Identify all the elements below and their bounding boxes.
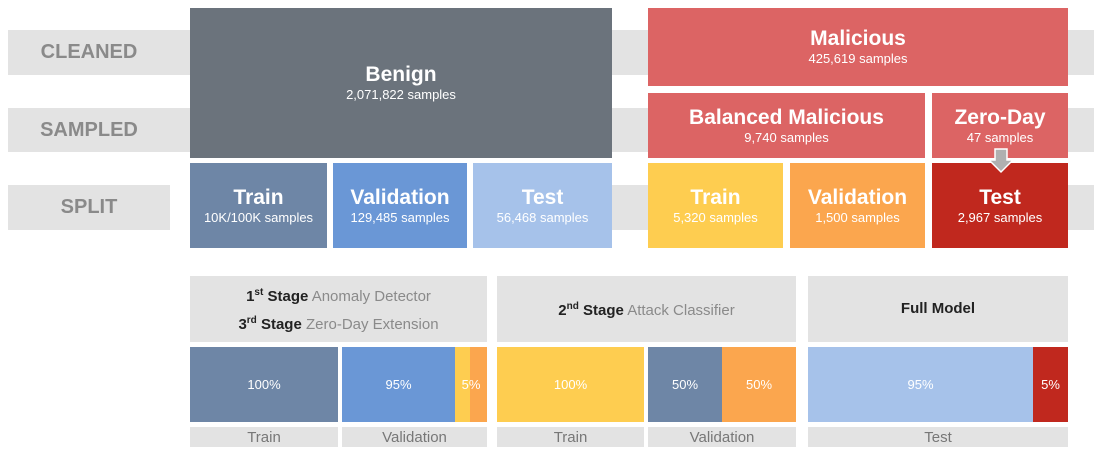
ordinal: 3rd Stage	[238, 315, 302, 333]
suffix: nd	[566, 301, 579, 312]
bar: 95%	[808, 347, 1033, 422]
panel-header: 2nd Stage Attack Classifier	[497, 276, 796, 342]
suffix: rd	[246, 315, 257, 326]
block-title: Malicious	[810, 27, 906, 50]
panel-header: Full Model	[808, 276, 1068, 342]
bar-caption: Validation	[648, 427, 796, 447]
bar: 100%	[190, 347, 338, 422]
ordinal: 2nd Stage	[558, 301, 624, 319]
bar: 100%	[497, 347, 644, 422]
block-title: Benign	[365, 63, 437, 86]
stripe	[1068, 108, 1094, 152]
stage: Stage	[260, 316, 302, 333]
stripe	[612, 30, 648, 75]
stage-name: Full Model	[900, 300, 976, 317]
block-samples: 47 samples	[966, 129, 1034, 145]
stripe	[612, 108, 648, 152]
bar	[470, 347, 487, 422]
split-block: Train 10K/100K samples	[190, 163, 327, 248]
header-line: 2nd Stage Attack Classifier	[558, 295, 734, 323]
stage-name: Attack Classifier	[627, 302, 735, 319]
block-samples: 425,619 samples	[808, 51, 908, 66]
bar: 95%	[342, 347, 455, 422]
stage: Stage	[267, 288, 309, 305]
panel-header: 1st Stage Anomaly Detector 3rd Stage Zer…	[190, 276, 487, 342]
bar-label: 5%	[461, 377, 481, 392]
block-title: Train	[690, 185, 741, 209]
stage-name: Anomaly Detector	[311, 288, 431, 305]
block-title: Test	[979, 185, 1021, 209]
row-label: SPLIT	[8, 185, 170, 230]
zeroday-block: Zero-Day 47 samples	[932, 93, 1068, 158]
bar-caption: Train	[497, 427, 644, 447]
arrow-shape	[988, 148, 1014, 174]
bar: 5%	[1033, 347, 1068, 422]
num: 3	[238, 316, 247, 333]
stage: Stage	[583, 302, 624, 319]
block-samples: 9,740 samples	[744, 129, 829, 145]
block-samples: 10K/100K samples	[203, 209, 314, 225]
block-title: Validation	[807, 185, 908, 209]
split-block: Test 2,967 samples	[932, 163, 1068, 248]
stripe	[170, 30, 190, 75]
split-block: Train 5,320 samples	[648, 163, 783, 248]
balanced-block: Balanced Malicious 9,740 samples	[648, 93, 925, 158]
block-title: Train	[233, 185, 284, 209]
stripe	[1068, 30, 1094, 75]
stripe	[1068, 185, 1094, 230]
ordinal: 1st Stage	[246, 287, 309, 305]
split-block: Validation 129,485 samples	[333, 163, 467, 248]
arrow	[988, 148, 1014, 174]
bar-caption: Test	[808, 427, 1068, 447]
header-line: 3rd Stage Zero-Day Extension	[238, 309, 438, 337]
bar	[455, 347, 470, 422]
benign-block: Benign 2,071,822 samples	[190, 8, 612, 158]
suffix: st	[254, 287, 264, 298]
row-label: CLEANED	[8, 30, 170, 75]
malicious-block: Malicious 425,619 samples	[648, 8, 1068, 86]
block-samples: 56,468 samples	[496, 209, 589, 225]
split-block: Validation 1,500 samples	[790, 163, 925, 248]
num: 2	[558, 302, 567, 319]
block-samples: 1,500 samples	[815, 209, 900, 225]
block-title: Validation	[350, 185, 450, 209]
stripe	[170, 108, 190, 152]
block-title: Zero-Day	[954, 105, 1046, 129]
block-samples: 129,485 samples	[350, 209, 450, 225]
block-samples: 2,071,822 samples	[346, 87, 456, 102]
num: 1	[246, 288, 255, 305]
bar: 50%	[722, 347, 796, 422]
header-line: 1st Stage Anomaly Detector	[246, 281, 431, 309]
block-samples: 2,967 samples	[957, 209, 1043, 225]
bar-caption: Validation	[342, 427, 487, 447]
stripe	[612, 185, 648, 230]
bar-caption: Train	[190, 427, 338, 447]
split-block: Test 56,468 samples	[473, 163, 612, 248]
row-label: SAMPLED	[8, 108, 170, 152]
block-samples: 5,320 samples	[673, 209, 758, 225]
stage-name: Zero-Day Extension	[305, 316, 439, 333]
block-title: Balanced Malicious	[689, 105, 884, 129]
block-title: Test	[521, 185, 564, 209]
bar: 50%	[648, 347, 722, 422]
